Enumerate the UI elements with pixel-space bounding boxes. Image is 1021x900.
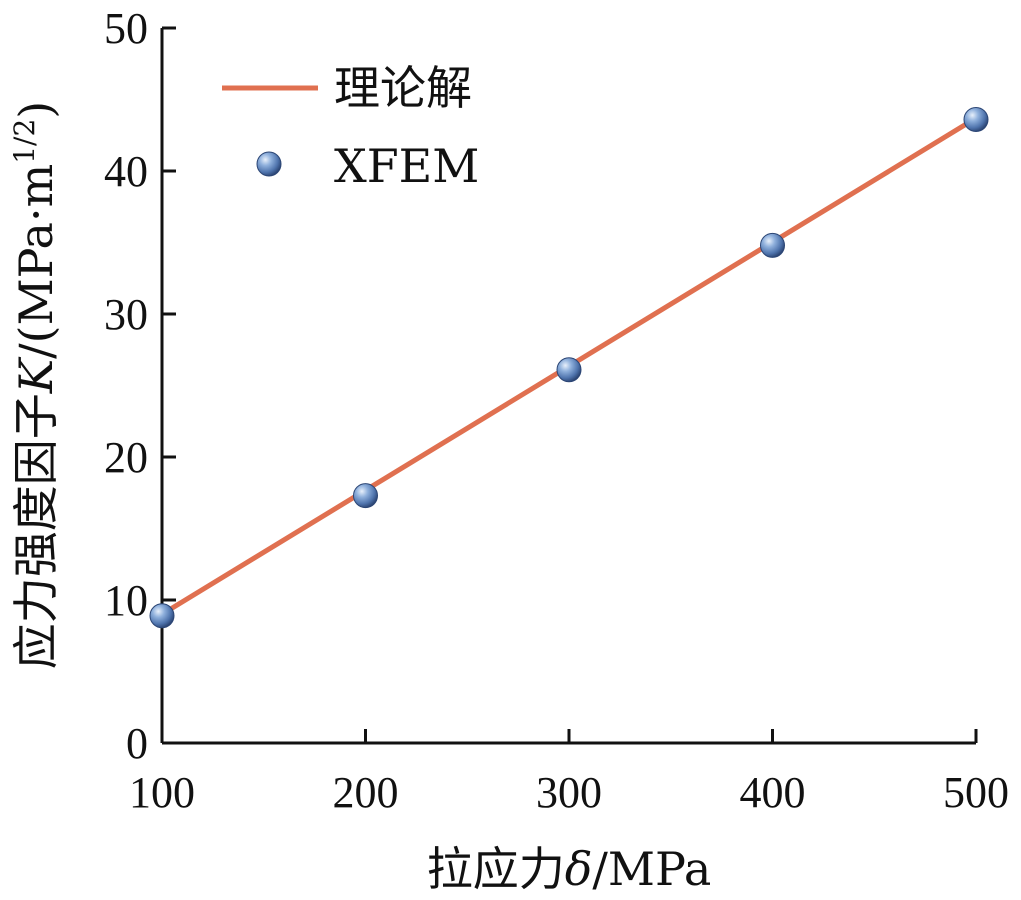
series-point-xfem xyxy=(556,357,582,383)
x-axis-title: 拉应力δ/MPa xyxy=(427,842,712,896)
y-tick-label: 40 xyxy=(104,147,148,196)
y-axis-title-prefix: 应力强度因子 xyxy=(9,393,63,669)
y-axis-title-symbol: K xyxy=(9,356,63,394)
x-tick-label: 300 xyxy=(536,768,602,817)
y-tick-label: 0 xyxy=(126,719,148,768)
x-axis-title-symbol: δ xyxy=(565,842,593,896)
x-tick-label: 100 xyxy=(129,768,195,817)
axes xyxy=(160,28,976,745)
y-tick-label: 20 xyxy=(104,433,148,482)
series-point-xfem xyxy=(963,107,989,133)
y-tick-label: 10 xyxy=(104,576,148,625)
plot-area xyxy=(149,107,989,629)
series-point-xfem xyxy=(760,232,785,258)
legend-label-theory: 理论解 xyxy=(334,61,472,115)
series-point-xfem xyxy=(353,483,378,509)
y-axis-title-close: ) xyxy=(9,101,63,119)
legend: 理论解 XFEM xyxy=(222,61,479,193)
y-axis-title-unit: /(MPa·m xyxy=(9,164,63,359)
legend-marker-swatch xyxy=(256,151,282,177)
y-tick-label: 30 xyxy=(104,290,148,339)
y-axis-title-exponent: 1/2 xyxy=(8,119,41,164)
y-axis-title: 应力强度因子K/(MPa·m1/2) xyxy=(8,101,63,670)
y-tick-label: 50 xyxy=(104,4,148,53)
x-tick-label: 500 xyxy=(943,768,1009,817)
x-axis-title-prefix: 拉应力 xyxy=(427,842,565,896)
x-tick-label: 200 xyxy=(333,768,399,817)
legend-label-xfem: XFEM xyxy=(334,139,479,193)
x-tick-label: 400 xyxy=(740,768,806,817)
y-ticks: 0 10 20 30 40 50 xyxy=(104,4,176,768)
x-axis-title-unit: /MPa xyxy=(592,842,711,896)
series-point-xfem xyxy=(149,603,175,629)
x-ticks: 100 200 300 400 500 xyxy=(129,729,1009,817)
